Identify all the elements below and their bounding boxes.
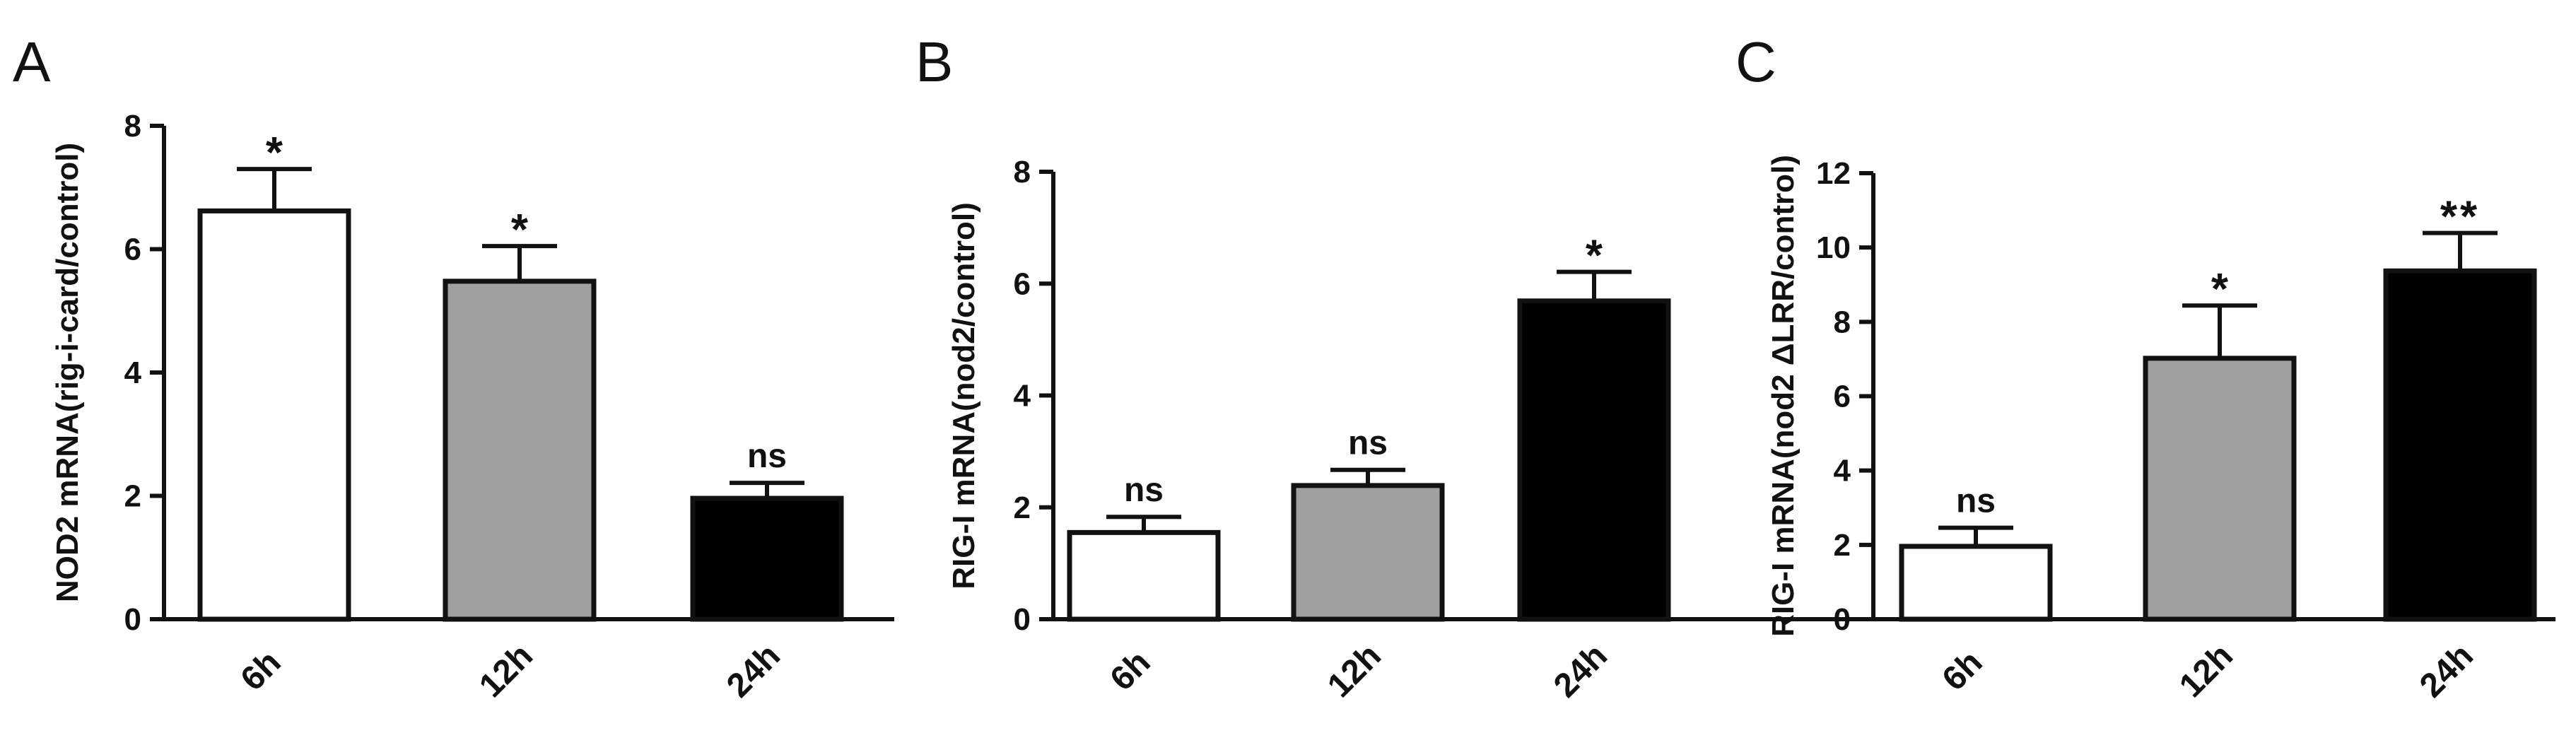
significance-label: * xyxy=(266,129,283,177)
y-tick-label: 0 xyxy=(1834,602,1851,637)
y-tick-label: 2 xyxy=(124,479,141,514)
panel-letter: B xyxy=(915,30,953,93)
bar xyxy=(690,495,844,622)
y-axis-title: RIG-I mRNA(nod2 ΔLRR/control) xyxy=(1766,155,1801,637)
y-tick-label: 6 xyxy=(1014,266,1031,301)
x-tick-label: 6h xyxy=(233,643,288,698)
y-tick-label: 4 xyxy=(1834,454,1851,488)
y-tick-label: 6 xyxy=(1834,380,1851,414)
y-tick-label: 4 xyxy=(124,356,142,390)
bar xyxy=(1067,529,1221,622)
y-tick-label: 12 xyxy=(1816,156,1851,191)
chart-panel-a: A 0 2 4 6 8 NOD2 mRNA(rig-i-card/control) * 6h * 1… xyxy=(13,30,894,705)
bar xyxy=(443,278,597,622)
bar xyxy=(2143,356,2297,622)
significance-label: ns xyxy=(747,438,787,475)
y-tick-label: 8 xyxy=(1834,305,1851,339)
x-tick-label: 12h xyxy=(472,637,540,705)
x-tick-label: 12h xyxy=(1321,637,1388,705)
x-tick-label: 12h xyxy=(2172,637,2240,705)
x-tick-label: 6h xyxy=(1935,643,1989,698)
x-tick-label: 24h xyxy=(720,637,788,705)
y-tick-label: 6 xyxy=(124,233,141,267)
y-axis-title: RIG-I mRNA(nod2/control) xyxy=(947,202,981,590)
bar xyxy=(1517,298,1671,622)
y-tick-label: 4 xyxy=(1014,379,1031,414)
bar xyxy=(2383,268,2537,622)
significance-label: ns xyxy=(1124,471,1164,509)
y-tick-label: 2 xyxy=(1834,528,1851,563)
x-tick-label: 24h xyxy=(1547,637,1615,705)
y-axis-title: NOD2 mRNA(rig-i-card/control) xyxy=(50,143,85,602)
chart-panel-c: C 0 2 4 6 8 10 12 RIG-I mRNA(nod2 ΔLRR/control) n… xyxy=(1735,30,2555,705)
significance-label: ns xyxy=(1956,483,1996,520)
y-tick-label: 2 xyxy=(1014,491,1031,525)
x-tick-label: 24h xyxy=(2413,637,2481,705)
y-tick-label: 0 xyxy=(1014,602,1031,637)
bar xyxy=(197,208,351,622)
significance-label: * xyxy=(1586,232,1603,281)
y-tick-label: 0 xyxy=(124,602,141,637)
panel-letter: C xyxy=(1735,30,1776,93)
panel-letter: A xyxy=(13,30,51,93)
bar xyxy=(1291,483,1445,622)
significance-label: * xyxy=(2211,265,2229,314)
y-tick-label: 8 xyxy=(1014,155,1031,189)
y-tick-label: 8 xyxy=(124,109,141,143)
x-tick-label: 6h xyxy=(1103,643,1157,698)
y-tick-label: 10 xyxy=(1816,230,1851,265)
significance-label: ** xyxy=(2440,193,2480,242)
bar xyxy=(1899,544,2053,622)
significance-label: ns xyxy=(1348,425,1388,462)
chart-panel-b: B 0 2 4 6 8 RIG-I mRNA(nod2/control) ns 6h ns 12h *… xyxy=(915,30,1930,705)
significance-label: * xyxy=(511,206,529,254)
